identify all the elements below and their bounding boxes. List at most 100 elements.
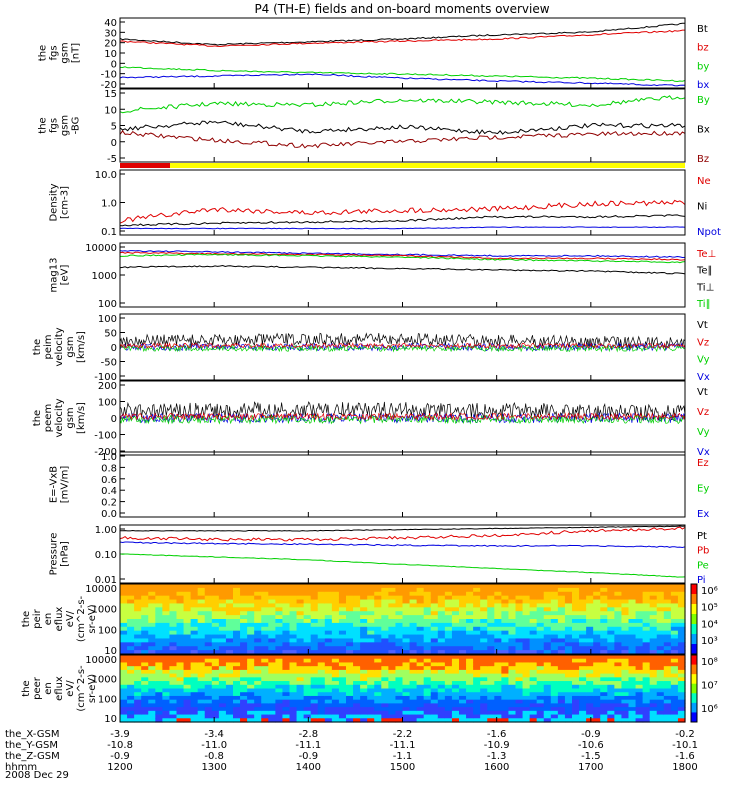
xaxis-value: -2.2 [393, 729, 413, 740]
plot-title: P4 (TH-E) fields and on-board moments ov… [254, 2, 549, 16]
ytick-label: 1000 [92, 675, 117, 686]
xaxis-value: 1600 [484, 762, 509, 773]
panel-ylabel: mag13 [eV] [49, 258, 71, 293]
ytick-label: 0.6 [101, 475, 117, 486]
ylabel-line: (cm^2-s- [76, 665, 87, 712]
panel-ylabel: E=-VxB [mV/m] [49, 466, 71, 504]
panel-frame [119, 380, 686, 456]
series-line-Bx [119, 120, 686, 135]
ytick-label: 100 [98, 299, 117, 310]
ytick-label: 5 [111, 122, 117, 133]
panel-9: the peir en eflux eV/(cm^2-s-sr-eV)100001000… [21, 583, 718, 657]
ylabel-line: (cm^2-s- [76, 595, 87, 642]
ytick-label: 0 [111, 59, 117, 70]
series-line-Ti-par [120, 253, 686, 264]
legend-vt: Vt [697, 387, 708, 398]
xaxis-row-label: the_Z-GSM [5, 751, 60, 762]
xaxis-value: -1.5 [581, 751, 601, 762]
spectrogram [120, 584, 686, 655]
colorbar: 10⁸ 10⁷ 10⁶ [690, 654, 718, 723]
colorbar-label: 10⁴ [701, 619, 718, 630]
xaxis-value: 1500 [390, 762, 415, 773]
ylabel-line: Pressure [49, 533, 60, 576]
ytick-label: 0.8 [101, 463, 117, 474]
ylabel-line: E=-VxB [49, 466, 60, 503]
ytick-label: 10000 [85, 655, 117, 666]
xaxis-value: -3.4 [204, 729, 224, 740]
ytick-label: -100 [94, 372, 117, 383]
legend-vz: Vz [697, 337, 709, 348]
ylabel-line: [mV/m] [60, 466, 71, 504]
ylabel-line: the [32, 339, 43, 355]
ytick-label: 0 [111, 138, 117, 149]
panel-ylabel: the peir en eflux eV/(cm^2-s-sr-eV) [21, 595, 98, 642]
xaxis-value: -1.6 [675, 751, 695, 762]
colorbar-label: 10⁶ [701, 586, 718, 597]
series-line-Vx [119, 412, 686, 425]
legend-ez: Ez [697, 458, 709, 469]
legend-vy: Vy [697, 427, 710, 438]
ytick-label: 1.0 [101, 452, 117, 463]
legend-by: By [697, 95, 710, 106]
legend-bx: bx [697, 80, 709, 91]
legend-ex: Ex [697, 509, 709, 520]
legend-bt: Bt [697, 24, 708, 35]
panel-frame [119, 451, 686, 518]
ytick-label: 20 [104, 39, 117, 50]
xaxis-value: -0.9 [581, 729, 601, 740]
panel-ylabel: Pressure [nPa] [49, 533, 71, 576]
ylabel-line: the [21, 680, 32, 696]
ytick-label: 10 [104, 646, 117, 657]
ylabel-line: en [43, 682, 54, 695]
ytick-label: 1000 [92, 271, 117, 282]
ylabel-line: -BG [71, 117, 82, 135]
series-line-Ne [119, 199, 686, 224]
ylabel-line: [km/s] [76, 402, 87, 434]
xaxis-row-label: the_X-GSM [5, 729, 59, 740]
ytick-label: 10000 [85, 584, 117, 595]
panel-3: Density [cm-3] 10.0 1.0 0.1 Ne Ni Npot [49, 169, 721, 238]
ytick-label: -20 [101, 80, 117, 91]
panel-ylabel: the peim velocity gsm [km/s] [32, 327, 87, 366]
legend-ni: Ni [697, 202, 707, 213]
legend-te: Te⊥ [696, 249, 716, 260]
ytick-label: 10 [104, 714, 117, 725]
legend-vz: Vz [697, 407, 709, 418]
ytick-label: 100 [98, 694, 117, 705]
panel-ylabel: the peer en eflux eV/(cm^2-s-sr-eV) [21, 665, 98, 712]
ytick-label: 100 [98, 625, 117, 636]
ytick-label: 0.0 [101, 509, 117, 520]
mode-bar-red [120, 163, 170, 168]
series-line-Pb [119, 526, 686, 542]
panel-frame [119, 242, 686, 308]
ylabel-line: sr-eV) [87, 604, 98, 633]
series-line-Bt [119, 22, 686, 46]
ytick-label: 50 [104, 329, 117, 340]
ytick-label: 0.4 [101, 486, 117, 497]
legend-vx: Vx [697, 372, 710, 383]
series-line-Pe [119, 553, 686, 578]
mode-bar-yellow [170, 163, 685, 168]
ylabel-line: en [43, 613, 54, 626]
series-line-bz [119, 29, 685, 48]
ytick-label: -100 [94, 431, 117, 442]
series-line-Npot [119, 226, 686, 230]
ylabel-line: fgs [49, 118, 60, 133]
series-line-Pt [120, 525, 686, 532]
legend-ti: Ti∥ [696, 299, 711, 310]
legend-pb: Pb [697, 546, 709, 557]
legend-ey: Ey [697, 484, 709, 495]
xaxis-value: 1400 [296, 762, 321, 773]
xaxis-value: -0.9 [110, 751, 130, 762]
ytick-label: -10 [101, 70, 117, 81]
ylabel-line: velocity [54, 398, 65, 437]
xaxis-value: -0.9 [299, 751, 319, 762]
ylabel-line: gsm [60, 42, 71, 63]
ytick-label: 30 [104, 28, 117, 39]
panel-6: the peem velocity gsm [km/s] 200 100 0 -100 -200 V… [32, 380, 710, 458]
xaxis-value: -11.1 [295, 740, 321, 751]
xaxis-value: -0.8 [204, 751, 224, 762]
ytick-label: 100 [98, 398, 117, 409]
ytick-label: -5 [107, 154, 117, 165]
series-line-Ti-perp [119, 264, 686, 275]
